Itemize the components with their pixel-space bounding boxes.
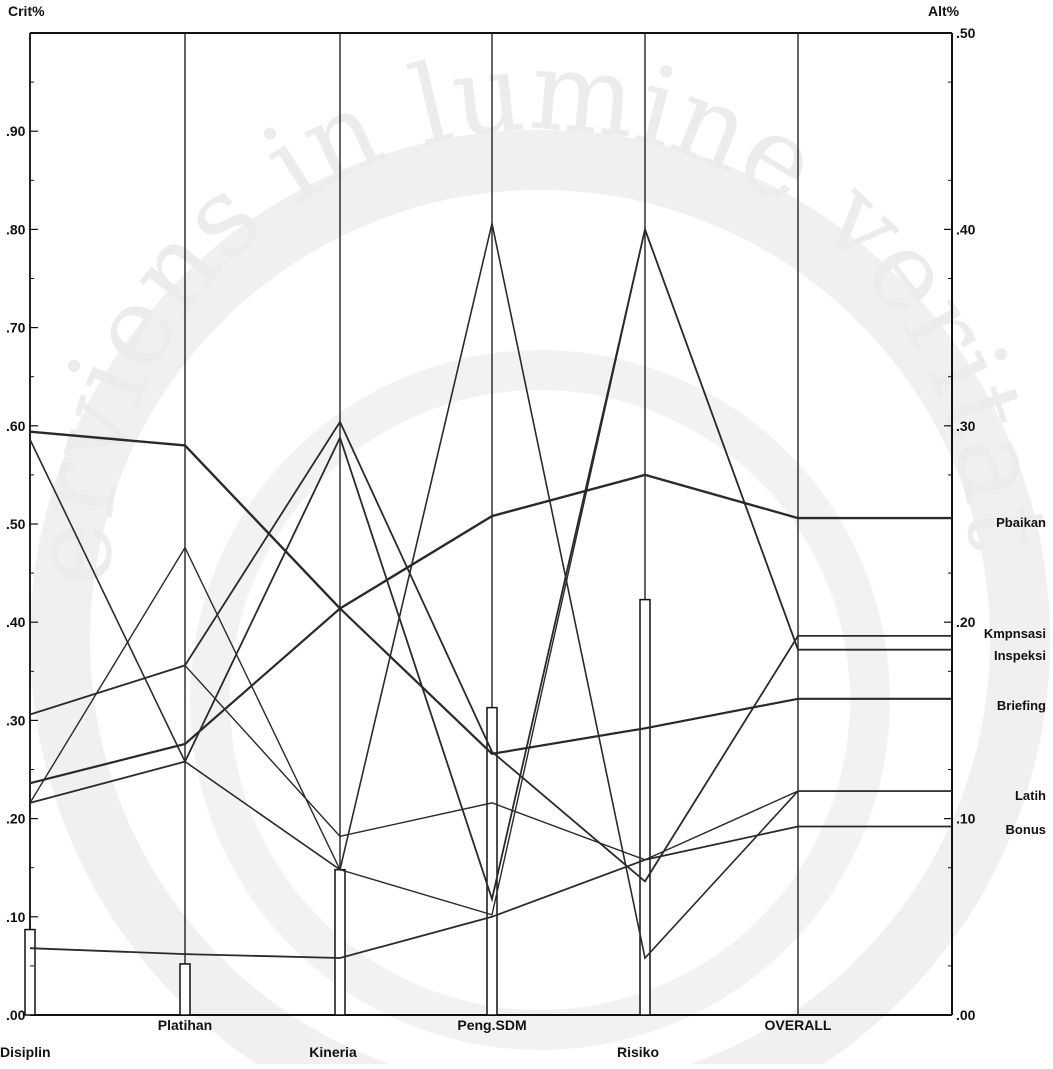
right-tick-label: .00	[956, 1007, 976, 1023]
left-tick-label: .30	[6, 712, 26, 728]
left-tick-label: .40	[6, 614, 26, 630]
criterion-label-1: Platihan	[158, 1017, 212, 1033]
right-axis-label: Alt%	[928, 3, 960, 19]
left-tick-label: .10	[6, 909, 26, 925]
left-tick-label: .90	[6, 123, 26, 139]
right-tick-label: .10	[956, 811, 976, 827]
alternative-line	[29, 825, 952, 959]
alternative-label: Kmpnsasi	[984, 626, 1046, 641]
criterion-weight-bar	[639, 598, 651, 1016]
criterion-label-3: Peng.SDM	[457, 1017, 526, 1033]
right-tick-label: .30	[956, 418, 976, 434]
criterion-weight-bar	[179, 963, 191, 1016]
criterion-label-0: Disiplin	[0, 1044, 51, 1060]
criterion-label-4: Risiko	[617, 1044, 659, 1060]
left-tick-label: .20	[6, 811, 26, 827]
alternative-line	[29, 607, 952, 785]
right-tick-label: .20	[956, 614, 976, 630]
left-tick-label: .60	[6, 418, 26, 434]
alternative-line	[29, 226, 952, 916]
left-tick-label: .70	[6, 320, 26, 336]
right-tick-label: .40	[956, 221, 976, 237]
alternative-label: Briefing	[997, 698, 1046, 713]
criterion-label-2: Kineria	[309, 1044, 357, 1060]
alternative-label: Latih	[1015, 788, 1046, 803]
alternative-line	[29, 664, 952, 861]
left-tick-label: .00	[6, 1007, 26, 1023]
criterion-weight-bar	[334, 868, 346, 1016]
criterion-weight-bar	[486, 706, 498, 1016]
right-tick-label: .50	[956, 25, 976, 41]
alternative-line	[29, 430, 952, 611]
criterion-label-5: OVERALL	[765, 1017, 832, 1033]
left-tick-label: .80	[6, 221, 26, 237]
alternative-label: Bonus	[1006, 822, 1046, 837]
alternative-label: Pbaikan	[996, 515, 1046, 530]
criterion-weight-bar	[24, 928, 36, 1016]
left-axis-label: Crit%	[8, 3, 45, 19]
left-tick-label: .50	[6, 516, 26, 532]
alternative-label: Inspeksi	[994, 648, 1046, 663]
